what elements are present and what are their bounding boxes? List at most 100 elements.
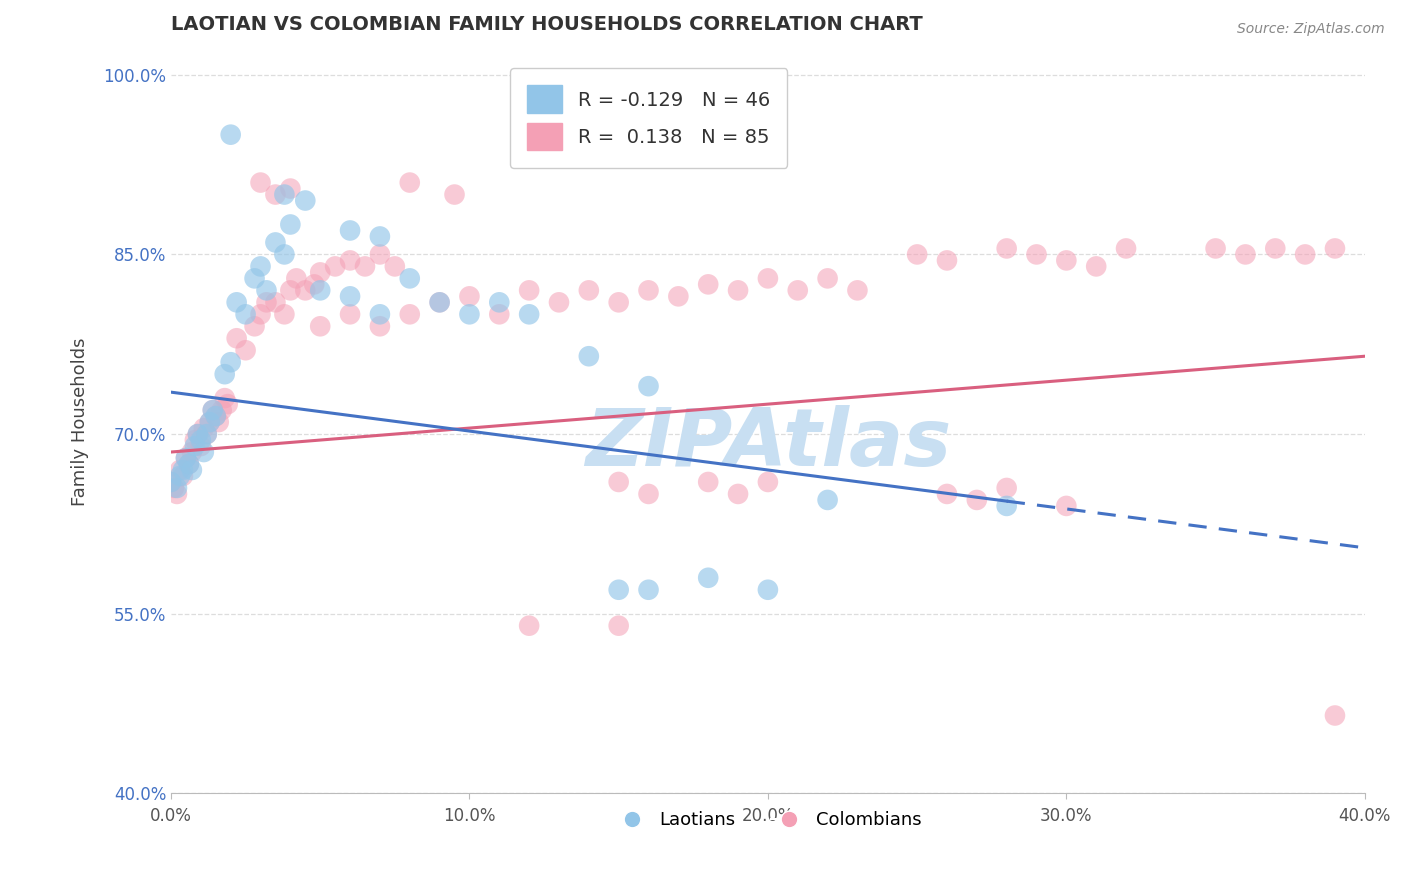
Colombians [225, 331, 247, 345]
Colombians [607, 618, 630, 632]
Laotians [256, 284, 278, 298]
Colombians [214, 391, 236, 405]
Colombians [384, 260, 406, 274]
Colombians [727, 487, 749, 501]
Colombians [180, 445, 202, 459]
Laotians [637, 582, 659, 597]
Colombians [187, 427, 209, 442]
Colombians [1054, 499, 1077, 513]
Colombians [1054, 253, 1077, 268]
Laotians [219, 355, 242, 369]
Laotians [160, 475, 183, 489]
Colombians [249, 307, 271, 321]
Text: LAOTIAN VS COLOMBIAN FAMILY HOUSEHOLDS CORRELATION CHART: LAOTIAN VS COLOMBIAN FAMILY HOUSEHOLDS C… [172, 15, 922, 34]
Laotians [517, 307, 540, 321]
Laotians [488, 295, 510, 310]
Laotians [368, 229, 391, 244]
Colombians [235, 343, 257, 358]
Colombians [273, 307, 295, 321]
Colombians [817, 271, 839, 285]
Colombians [1294, 247, 1316, 261]
Colombians [195, 427, 218, 442]
Colombians [309, 319, 332, 334]
Colombians [368, 319, 391, 334]
Laotians [817, 492, 839, 507]
Laotians [249, 260, 271, 274]
Colombians [936, 487, 959, 501]
Colombians [1085, 260, 1108, 274]
Laotians [339, 289, 361, 303]
Colombians [1323, 708, 1346, 723]
Laotians [264, 235, 287, 250]
Colombians [697, 277, 720, 292]
Colombians [637, 487, 659, 501]
Colombians [264, 295, 287, 310]
Colombians [280, 284, 302, 298]
Laotians [458, 307, 481, 321]
Laotians [193, 445, 215, 459]
Laotians [180, 463, 202, 477]
Laotians [235, 307, 257, 321]
Laotians [201, 403, 224, 417]
Colombians [309, 265, 332, 279]
Laotians [184, 439, 207, 453]
Colombians [184, 433, 207, 447]
Laotians [429, 295, 451, 310]
Colombians [517, 618, 540, 632]
Laotians [219, 128, 242, 142]
Laotians [398, 271, 420, 285]
Colombians [846, 284, 869, 298]
Laotians [578, 349, 600, 363]
Colombians [607, 295, 630, 310]
Laotians [187, 427, 209, 442]
Colombians [548, 295, 571, 310]
Colombians [756, 475, 779, 489]
Colombians [166, 487, 188, 501]
Colombians [243, 319, 266, 334]
Colombians [193, 421, 215, 435]
Y-axis label: Family Households: Family Households [72, 338, 89, 507]
Colombians [1264, 242, 1286, 256]
Colombians [285, 271, 308, 285]
Colombians [198, 415, 221, 429]
Legend: Laotians, Colombians: Laotians, Colombians [606, 804, 929, 837]
Colombians [208, 415, 231, 429]
Colombians [339, 307, 361, 321]
Colombians [398, 176, 420, 190]
Colombians [1234, 247, 1257, 261]
Laotians [756, 582, 779, 597]
Laotians [169, 469, 191, 483]
Colombians [398, 307, 420, 321]
Colombians [190, 439, 212, 453]
Laotians [368, 307, 391, 321]
Laotians [172, 463, 194, 477]
Colombians [217, 397, 239, 411]
Colombians [666, 289, 689, 303]
Laotians [225, 295, 247, 310]
Laotians [195, 427, 218, 442]
Colombians [294, 284, 316, 298]
Colombians [163, 481, 186, 495]
Laotians [177, 457, 200, 471]
Colombians [211, 403, 233, 417]
Colombians [323, 260, 346, 274]
Colombians [637, 284, 659, 298]
Laotians [309, 284, 332, 298]
Text: Source: ZipAtlas.com: Source: ZipAtlas.com [1237, 22, 1385, 37]
Colombians [169, 463, 191, 477]
Colombians [517, 284, 540, 298]
Laotians [198, 415, 221, 429]
Colombians [172, 469, 194, 483]
Colombians [177, 457, 200, 471]
Laotians [243, 271, 266, 285]
Laotians [174, 450, 197, 465]
Colombians [304, 277, 326, 292]
Laotians [294, 194, 316, 208]
Colombians [339, 253, 361, 268]
Colombians [995, 242, 1018, 256]
Colombians [936, 253, 959, 268]
Colombians [368, 247, 391, 261]
Colombians [201, 403, 224, 417]
Laotians [637, 379, 659, 393]
Colombians [756, 271, 779, 285]
